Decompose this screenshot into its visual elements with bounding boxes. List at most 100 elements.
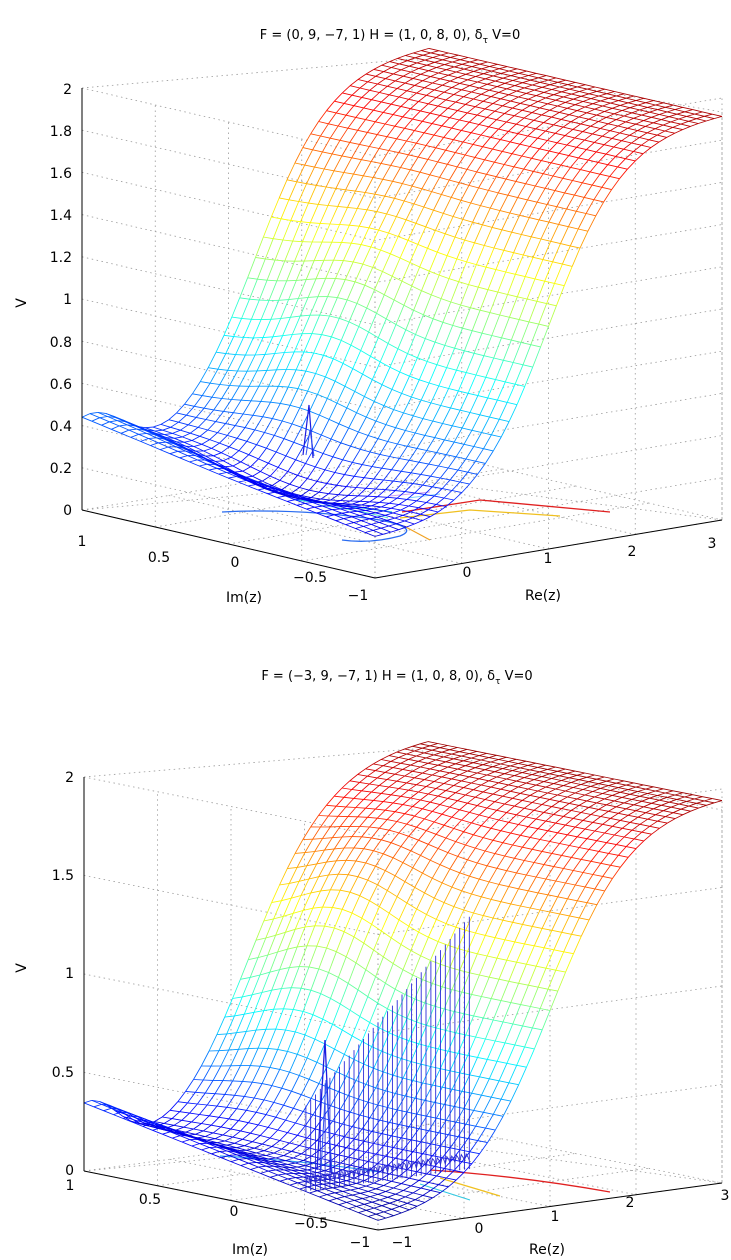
mesh-segment: [456, 369, 467, 374]
mesh-segment: [308, 1078, 320, 1084]
mesh-segment: [193, 1128, 204, 1132]
mesh-segment: [547, 99, 556, 105]
mesh-segment: [419, 171, 430, 176]
grid-line: [427, 1123, 723, 1184]
mesh-segment: [306, 1038, 316, 1059]
mesh-segment: [614, 110, 623, 115]
mesh-segment: [397, 430, 406, 445]
mesh-segment: [258, 1155, 269, 1160]
mesh-segment: [514, 109, 523, 117]
mesh-segment: [448, 278, 459, 283]
mesh-segment: [394, 125, 405, 129]
mesh-segment: [518, 782, 527, 788]
mesh-segment: [418, 1025, 427, 1044]
mesh-segment: [422, 54, 433, 58]
mesh-segment: [209, 1115, 220, 1118]
mesh-segment: [449, 110, 458, 119]
mesh-segment: [232, 1065, 241, 1082]
mesh-segment: [416, 1002, 425, 1023]
mesh-segment: [279, 868, 288, 886]
mesh-segment: [328, 951, 337, 973]
mesh-segment: [265, 1152, 275, 1156]
mesh-segment: [229, 446, 240, 451]
mesh-segment: [273, 915, 284, 920]
mesh-segment: [229, 370, 238, 386]
mesh-segment: [345, 279, 356, 283]
mesh-segment: [489, 312, 500, 316]
mesh-segment: [234, 1081, 243, 1096]
mesh-segment: [283, 438, 294, 443]
mesh-segment: [240, 1165, 251, 1170]
mesh-segment: [311, 333, 322, 336]
mesh-segment: [625, 838, 635, 847]
mesh-segment: [196, 416, 206, 420]
mesh-segment: [199, 435, 210, 441]
mesh-segment: [327, 805, 337, 817]
mesh-segment: [440, 1134, 449, 1147]
mesh-segment: [412, 1192, 424, 1196]
mesh-segment: [600, 810, 609, 817]
mesh-segment: [481, 89, 490, 95]
mesh-segment: [250, 479, 261, 485]
mesh-segment: [416, 1202, 426, 1207]
mesh-segment: [259, 971, 270, 976]
mesh-segment: [338, 423, 349, 429]
mesh-segment: [704, 115, 715, 120]
mesh-segment: [152, 1124, 163, 1129]
mesh-segment: [525, 119, 535, 127]
mesh-segment: [604, 825, 613, 834]
mesh-segment: [557, 79, 566, 83]
mesh-segment: [321, 434, 332, 440]
mesh-segment: [219, 1151, 230, 1156]
mesh-segment: [457, 765, 466, 770]
mesh-segment: [657, 816, 666, 822]
mesh-segment: [224, 1080, 234, 1095]
mesh-segment: [616, 780, 625, 784]
mesh-segment: [503, 339, 512, 361]
mesh-segment: [481, 432, 492, 436]
mesh-segment: [274, 352, 285, 354]
top-z-tick: 0.6: [50, 377, 72, 393]
mesh-segment: [399, 1206, 410, 1211]
mesh-segment: [124, 1113, 136, 1118]
mesh-segment: [399, 63, 410, 67]
mesh-segment: [254, 1158, 265, 1164]
mesh-segment: [483, 73, 494, 77]
mesh-segment: [419, 266, 430, 272]
mesh-segment: [529, 828, 539, 838]
mesh-segment: [233, 318, 242, 337]
mesh-segment: [568, 110, 578, 116]
mesh-segment: [535, 92, 545, 96]
mesh-segment: [559, 898, 568, 915]
mesh-segment: [328, 1087, 339, 1093]
mesh-segment: [185, 1128, 194, 1133]
mesh-segment: [275, 492, 286, 497]
mesh-segment: [304, 1034, 316, 1040]
mesh-segment: [516, 1046, 525, 1066]
mesh-segment: [207, 352, 217, 368]
mesh-segment: [510, 786, 519, 792]
mesh-segment: [130, 433, 139, 438]
mesh-segment: [441, 882, 453, 888]
mesh-segment: [358, 431, 369, 436]
mesh-segment: [428, 452, 437, 465]
mesh-segment: [217, 1146, 228, 1152]
mesh-segment: [404, 520, 415, 525]
mesh-segment: [649, 795, 658, 799]
mesh-segment: [463, 1013, 474, 1017]
mesh-segment: [555, 132, 566, 137]
mesh-segment: [619, 789, 629, 793]
mesh-segment: [318, 491, 329, 495]
mesh-segment: [322, 453, 334, 458]
mesh-segment: [419, 248, 428, 268]
mesh-segment: [307, 1167, 316, 1171]
mesh-segment: [492, 1099, 502, 1115]
mesh-segment: [288, 386, 299, 390]
mesh-segment: [189, 1136, 200, 1141]
mesh-segment: [401, 1209, 410, 1214]
mesh-segment: [541, 911, 551, 929]
mesh-segment: [461, 991, 472, 995]
mesh-segment: [593, 187, 603, 200]
mesh-segment: [592, 103, 603, 107]
mesh-segment: [496, 113, 505, 121]
